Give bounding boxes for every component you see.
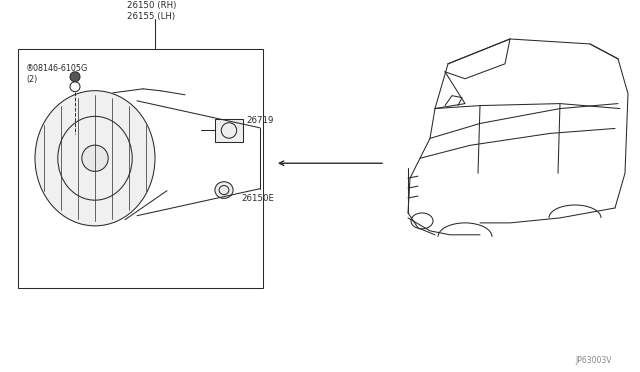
Ellipse shape [215,182,233,198]
Text: 26155 (LH): 26155 (LH) [127,12,175,20]
Text: 26150 (RH): 26150 (RH) [127,1,177,10]
Text: 26719: 26719 [246,116,273,125]
Circle shape [82,145,108,171]
Text: 26150E: 26150E [241,193,274,202]
Text: JP63003V: JP63003V [575,356,611,365]
Text: (2): (2) [26,75,37,84]
Bar [18,49,263,288]
Bar [215,119,243,142]
Ellipse shape [35,91,155,226]
Text: ®08146-6105G: ®08146-6105G [26,64,88,73]
Circle shape [70,72,80,82]
